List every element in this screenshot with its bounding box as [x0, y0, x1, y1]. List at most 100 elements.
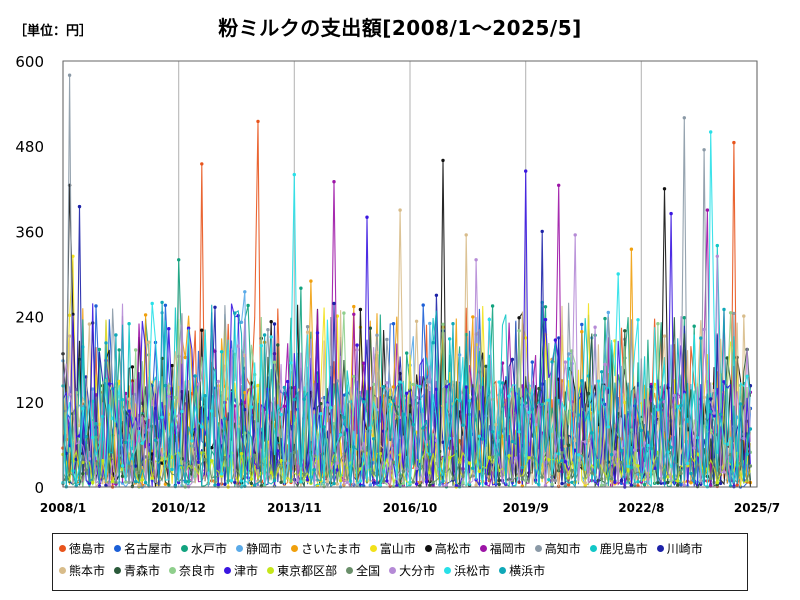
data-point — [279, 480, 283, 484]
data-point — [391, 399, 396, 403]
data-point — [441, 440, 445, 444]
legend-item: 大分市 — [389, 561, 435, 580]
data-point — [190, 439, 194, 443]
data-point — [626, 469, 630, 473]
x-axis-ticks: 2008/1 2010/12 2013/11 2016/10 2019/9 2022/8 2… — [40, 501, 780, 515]
data-point — [352, 445, 356, 449]
data-point — [342, 415, 346, 420]
legend-marker-icon — [291, 545, 299, 552]
data-point — [679, 471, 683, 476]
data-point — [210, 459, 214, 463]
data-point — [143, 417, 148, 421]
data-point — [292, 397, 296, 402]
data-point — [345, 480, 349, 484]
data-point — [639, 428, 643, 433]
data-point — [481, 437, 485, 441]
data-point — [186, 326, 191, 330]
data-point — [81, 472, 85, 476]
data-point — [732, 140, 736, 145]
data-point — [213, 305, 217, 309]
data-point — [662, 187, 667, 191]
legend-label: 大分市 — [399, 564, 436, 578]
data-point — [712, 414, 716, 418]
data-point — [484, 364, 488, 368]
data-point — [325, 479, 330, 483]
data-point — [147, 340, 151, 344]
data-point — [236, 344, 240, 348]
data-point — [566, 443, 571, 447]
data-point — [272, 322, 277, 326]
legend-marker-icon — [114, 567, 122, 574]
data-point — [286, 379, 290, 384]
legend-item: 奈良市 — [169, 561, 215, 580]
data-point — [682, 116, 686, 120]
data-point — [210, 446, 214, 450]
data-point — [600, 370, 604, 374]
data-point — [385, 381, 389, 385]
data-point — [223, 482, 227, 486]
data-point — [107, 382, 112, 386]
data-point — [524, 169, 528, 173]
data-point — [134, 464, 138, 468]
legend-label: 鹿児島市 — [599, 542, 648, 556]
legend-label: 奈良市 — [179, 564, 216, 578]
data-point — [269, 320, 273, 324]
data-point — [457, 353, 462, 357]
data-point — [550, 360, 554, 364]
data-point — [553, 478, 558, 483]
legend-item: 津市 — [224, 561, 258, 580]
data-point — [266, 328, 270, 332]
data-point — [77, 204, 82, 209]
data-point — [385, 479, 389, 483]
data-point — [543, 483, 548, 488]
data-point — [355, 348, 359, 352]
data-point — [299, 480, 303, 484]
data-point — [401, 469, 406, 473]
data-point — [434, 387, 439, 391]
data-point — [84, 468, 88, 472]
data-point — [177, 414, 181, 418]
data-point — [233, 480, 237, 484]
data-point — [180, 409, 184, 414]
legend-item: 静岡市 — [236, 539, 282, 558]
data-point — [91, 480, 95, 485]
data-point — [715, 480, 719, 485]
data-point — [94, 304, 98, 308]
data-point — [282, 385, 287, 390]
data-point — [243, 290, 247, 294]
data-point — [239, 452, 244, 456]
data-point — [219, 472, 224, 476]
data-point — [722, 380, 726, 384]
legend-marker-icon — [656, 545, 664, 552]
x-tick-label: 2010/12 — [151, 501, 205, 515]
data-point — [580, 379, 584, 383]
data-point — [401, 412, 406, 417]
data-point — [223, 456, 227, 460]
data-point — [421, 426, 425, 430]
data-point — [196, 460, 201, 464]
data-point — [110, 479, 115, 484]
data-point — [709, 397, 713, 401]
legend-marker-icon — [534, 545, 542, 552]
legend-marker-icon — [169, 567, 177, 574]
data-point — [431, 480, 435, 484]
data-point — [137, 439, 141, 443]
data-point — [276, 343, 280, 347]
series-line — [62, 302, 751, 489]
data-point — [256, 119, 260, 124]
data-point — [570, 468, 574, 473]
data-point — [309, 279, 313, 283]
data-point — [67, 313, 72, 317]
legend-item: 熊本市 — [59, 561, 105, 580]
data-point — [590, 471, 594, 475]
data-point — [210, 409, 214, 413]
data-point — [448, 455, 452, 460]
data-point — [137, 483, 141, 488]
x-tick-label: 2008/1 — [40, 501, 86, 515]
data-point — [414, 482, 419, 486]
data-point — [454, 483, 458, 488]
data-point — [715, 243, 719, 248]
legend-item: 富山市 — [369, 539, 416, 558]
data-point — [619, 449, 624, 453]
